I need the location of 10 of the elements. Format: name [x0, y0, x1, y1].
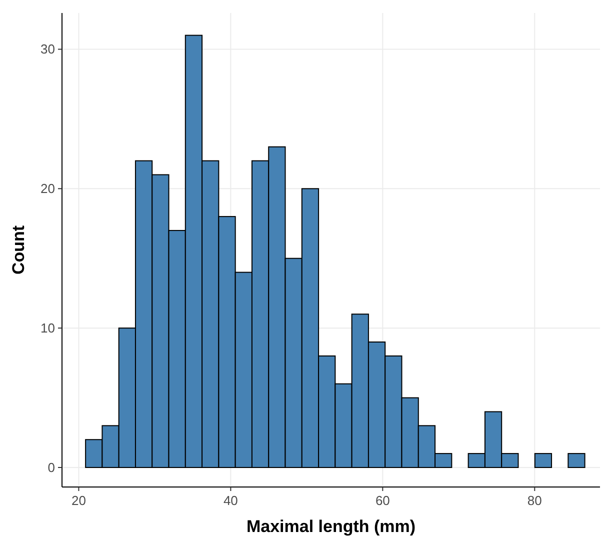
y-axis-title: Count — [9, 225, 28, 275]
y-tick-label: 0 — [48, 460, 55, 475]
x-axis-title: Maximal length (mm) — [246, 517, 416, 536]
y-tick-label: 30 — [40, 42, 55, 57]
x-tick-label: 40 — [223, 493, 238, 508]
x-tick-label: 60 — [375, 493, 390, 508]
y-tick-label: 20 — [40, 181, 55, 196]
x-tick-label: 20 — [71, 493, 86, 508]
x-tick-label: 80 — [527, 493, 542, 508]
y-tick-label: 10 — [40, 320, 55, 336]
